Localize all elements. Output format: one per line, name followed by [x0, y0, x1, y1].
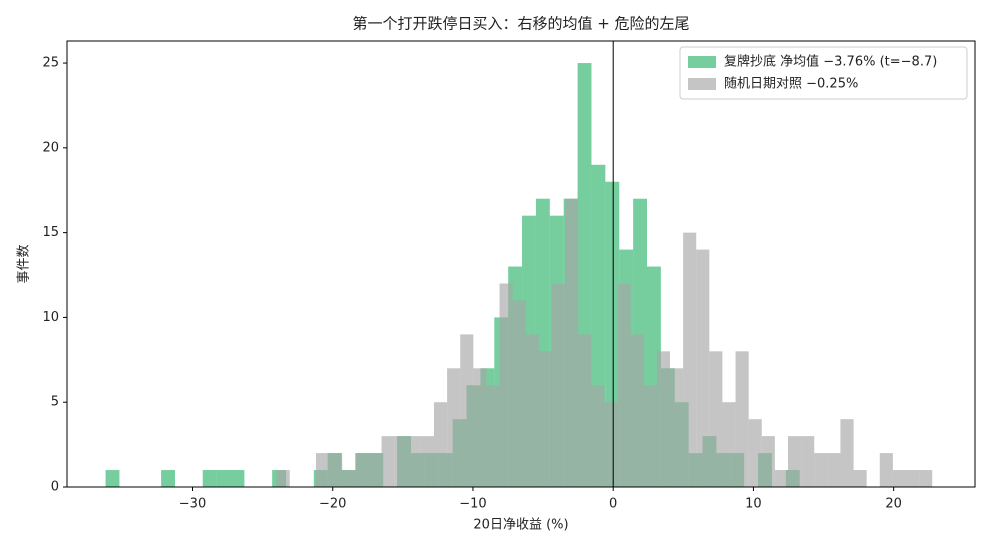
bar [420, 436, 434, 487]
bar [460, 334, 474, 487]
bar [879, 453, 893, 487]
x-tick-label: −30 [179, 497, 206, 512]
bar [433, 402, 448, 487]
bar [394, 436, 408, 487]
bar [604, 402, 618, 487]
x-axis-label: 20日净收益 (%) [473, 518, 568, 533]
bar [230, 470, 245, 487]
bar [748, 419, 762, 487]
legend-box [679, 46, 968, 100]
bar [643, 385, 657, 487]
bar [447, 368, 461, 487]
bar [801, 436, 815, 487]
bar [788, 436, 802, 487]
bar [669, 368, 684, 487]
bar [853, 470, 867, 487]
bar [578, 334, 592, 487]
bar [683, 232, 697, 487]
chart-title: 第一个打开跌停日买入：右移的均值 + 危险的左尾 [352, 15, 689, 33]
bar [906, 470, 920, 487]
bar [473, 368, 487, 487]
bar [722, 402, 736, 487]
x-tick-label: 0 [609, 497, 617, 512]
bar [329, 453, 343, 487]
bar [696, 249, 710, 487]
bar [591, 385, 605, 487]
bar [840, 419, 854, 487]
y-tick-label: 20 [42, 140, 59, 155]
legend-swatch [688, 78, 716, 90]
bar [276, 470, 290, 487]
bar [202, 470, 217, 487]
bar [656, 351, 670, 487]
x-tick-label: −10 [459, 497, 486, 512]
bar [368, 453, 382, 487]
bar [315, 453, 330, 487]
bar [499, 283, 513, 487]
bar [761, 436, 775, 487]
legend-swatch [688, 56, 716, 68]
bar [538, 351, 552, 487]
bar [565, 198, 579, 487]
bar [216, 470, 231, 487]
y-axis-label: 事件数 [17, 244, 32, 283]
y-tick-label: 10 [42, 310, 59, 325]
bar [486, 385, 500, 487]
bar [512, 300, 526, 487]
x-tick-label: 20 [885, 497, 902, 512]
bar [342, 470, 356, 487]
bar [919, 470, 933, 487]
bar [709, 351, 723, 487]
bar [551, 283, 566, 487]
x-tick-label: −20 [319, 497, 346, 512]
bar [774, 470, 789, 487]
bar [630, 334, 644, 487]
legend-label: 复牌抄底 净均值 −3.76% (t=−8.7) [724, 54, 937, 70]
bar [892, 470, 907, 487]
bar [525, 334, 539, 487]
bar [617, 283, 631, 487]
bar [814, 453, 828, 487]
bar [407, 436, 421, 487]
x-tick-label: 10 [745, 497, 762, 512]
bar [827, 453, 841, 487]
y-tick-label: 25 [42, 56, 59, 71]
legend-label: 随机日期对照 −0.25% [724, 77, 858, 92]
bar [735, 351, 749, 487]
y-tick-label: 15 [42, 225, 59, 240]
bar [161, 470, 175, 487]
y-tick-label: 5 [51, 395, 59, 410]
bar [105, 470, 120, 487]
bar [381, 436, 395, 487]
plot-frame [66, 40, 976, 488]
bar [355, 453, 369, 487]
y-tick-label: 0 [51, 480, 59, 495]
